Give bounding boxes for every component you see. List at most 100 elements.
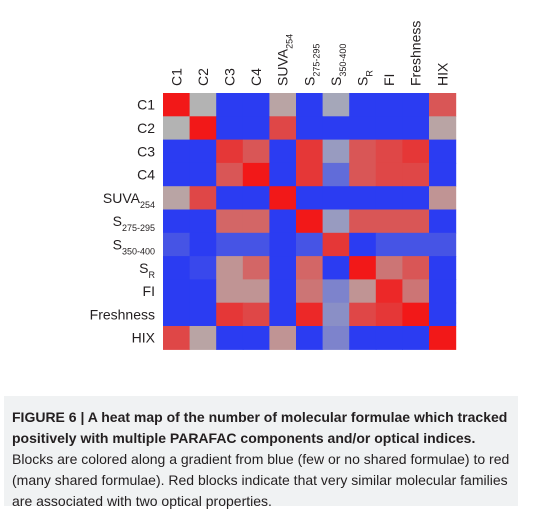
heatmap-cell-freshness-x-s-r (349, 302, 377, 327)
row-label-c3: C3 (137, 143, 155, 159)
column-label-s-275-295: S275-295 (301, 44, 321, 86)
heatmap-cell-hix-x-c4 (242, 326, 270, 350)
caption-box: FIGURE 6 | A heat map of the number of m… (4, 396, 518, 509)
row-label-c2: C2 (137, 120, 155, 136)
heatmap-cell-c3-x-suva-254 (269, 139, 297, 164)
heatmap-cell-suva-254-x-hix (429, 186, 457, 211)
row-label-suva-254: SUVA254 (103, 190, 155, 210)
heatmap-cell-freshness-x-hix (429, 302, 457, 327)
heatmap-cell-s-350-400-x-s-r (349, 232, 377, 257)
heatmap-cell-c3-x-s-r (349, 139, 377, 164)
heatmap-cell-s-275-295-x-s-350-400 (322, 209, 350, 234)
heatmap-cell-c3-x-c1 (163, 139, 191, 164)
heatmap-cell-s-r-x-freshness (402, 256, 430, 280)
heatmap-cell-hix-x-c2 (189, 326, 217, 350)
heatmap-cell-s-275-295-x-freshness (402, 209, 430, 234)
heatmap-cell-s-275-295-x-s-275-295 (296, 209, 324, 234)
row-label-s-350-400: S350-400 (113, 236, 155, 256)
heatmap-cell-s-350-400-x-suva-254 (269, 232, 297, 257)
heatmap-cell-c2-x-c2 (189, 116, 217, 141)
heatmap-cell-freshness-x-freshness (402, 302, 430, 327)
heatmap-cells (163, 93, 457, 350)
heatmap-cell-fi-x-c1 (163, 279, 191, 304)
heatmap-cell-c2-x-c3 (216, 116, 244, 141)
heatmap-cell-c4-x-freshness (402, 162, 430, 187)
heatmap-cell-fi-x-c3 (216, 279, 244, 304)
heatmap-cell-c4-x-c1 (163, 162, 191, 187)
heatmap-cell-hix-x-hix (429, 326, 457, 350)
heatmap-cell-c2-x-freshness (402, 116, 430, 141)
heatmap-cell-suva-254-x-s-r (349, 186, 377, 211)
heatmap-cell-s-275-295-x-fi (375, 209, 403, 234)
heatmap-cell-hix-x-freshness (402, 326, 430, 350)
heatmap-cell-suva-254-x-s-275-295 (296, 186, 324, 211)
heatmap-cell-freshness-x-s-275-295 (296, 302, 324, 327)
heatmap-cell-c2-x-s-r (349, 116, 377, 141)
heatmap-cell-s-r-x-c4 (242, 256, 270, 280)
row-label-c4: C4 (137, 167, 155, 183)
caption-body: Blocks are colored along a gradient from… (12, 451, 510, 509)
heatmap-cell-c1-x-s-275-295 (296, 93, 324, 117)
heatmap-cell-s-r-x-hix (429, 256, 457, 280)
heatmap-cell-s-r-x-fi (375, 256, 403, 280)
heatmap-cell-fi-x-s-r (349, 279, 377, 304)
heatmap-cell-c2-x-c1 (163, 116, 191, 141)
column-label-hix: HIX (434, 62, 450, 86)
heatmap-cell-freshness-x-s-350-400 (322, 302, 350, 327)
heatmap-cell-suva-254-x-fi (375, 186, 403, 211)
row-label-c1: C1 (137, 97, 155, 113)
heatmap-cell-s-r-x-s-r (349, 256, 377, 280)
heatmap-cell-suva-254-x-s-350-400 (322, 186, 350, 211)
heatmap-cell-s-275-295-x-c3 (216, 209, 244, 234)
row-label-s-r: SR (139, 260, 155, 280)
heatmap-cell-s-r-x-c3 (216, 256, 244, 280)
heatmap-cell-c2-x-suva-254 (269, 116, 297, 141)
heatmap-cell-suva-254-x-c3 (216, 186, 244, 211)
heatmap-cell-s-275-295-x-c4 (242, 209, 270, 234)
caption-title: A heat map of the number of molecular fo… (12, 409, 508, 446)
heatmap-cell-c1-x-fi (375, 93, 403, 117)
heatmap-cell-fi-x-hix (429, 279, 457, 304)
heatmap-cell-freshness-x-c2 (189, 302, 217, 327)
figure-caption: FIGURE 6 | A heat map of the number of m… (12, 407, 510, 512)
row-label-hix: HIX (132, 330, 156, 346)
heatmap-cell-s-r-x-suva-254 (269, 256, 297, 280)
heatmap-cell-c2-x-c4 (242, 116, 270, 141)
heatmap-cell-s-275-295-x-c2 (189, 209, 217, 234)
column-label-c2: C2 (195, 68, 211, 86)
heatmap-cell-c1-x-c4 (242, 93, 270, 117)
heatmap-cell-s-275-295-x-s-r (349, 209, 377, 234)
heatmap-cell-hix-x-c3 (216, 326, 244, 350)
heatmap-cell-c2-x-fi (375, 116, 403, 141)
heatmap-cell-c4-x-c3 (216, 162, 244, 187)
heatmap-cell-freshness-x-suva-254 (269, 302, 297, 327)
column-label-s-r: SR (355, 70, 375, 86)
heatmap-cell-c1-x-freshness (402, 93, 430, 117)
heatmap-cell-c1-x-s-350-400 (322, 93, 350, 117)
heatmap-cell-c2-x-hix (429, 116, 457, 141)
heatmap-cell-s-275-295-x-hix (429, 209, 457, 234)
heatmap-cell-c1-x-c1 (163, 93, 191, 117)
heatmap-cell-freshness-x-c3 (216, 302, 244, 327)
heatmap-cell-c2-x-s-275-295 (296, 116, 324, 141)
heatmap-cell-suva-254-x-c4 (242, 186, 270, 211)
heatmap-cell-c1-x-c3 (216, 93, 244, 117)
column-label-suva-254: SUVA254 (275, 34, 295, 86)
heatmap-cell-fi-x-freshness (402, 279, 430, 304)
heatmap-cell-c3-x-c4 (242, 139, 270, 164)
heatmap-cell-c4-x-fi (375, 162, 403, 187)
heatmap-cell-c3-x-s-350-400 (322, 139, 350, 164)
heatmap-cell-c3-x-s-275-295 (296, 139, 324, 164)
heatmap-cell-s-350-400-x-c4 (242, 232, 270, 257)
heatmap-cell-suva-254-x-c2 (189, 186, 217, 211)
heatmap-cell-s-350-400-x-fi (375, 232, 403, 257)
column-label-c4: C4 (248, 68, 264, 86)
row-label-freshness: Freshness (90, 306, 155, 322)
heatmap-cell-fi-x-c2 (189, 279, 217, 304)
heatmap-cell-c1-x-c2 (189, 93, 217, 117)
heatmap-cell-hix-x-s-r (349, 326, 377, 350)
row-label-fi: FI (143, 283, 155, 299)
figure-label: FIGURE 6 | (12, 409, 85, 425)
heatmap-cell-fi-x-c4 (242, 279, 270, 304)
